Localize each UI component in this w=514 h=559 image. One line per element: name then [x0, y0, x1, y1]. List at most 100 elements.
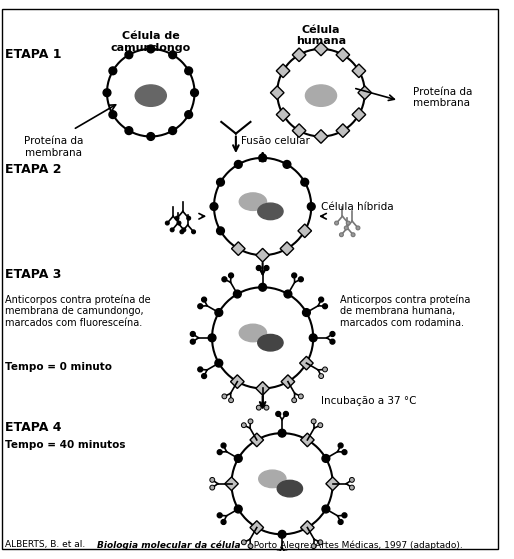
- Circle shape: [242, 540, 246, 544]
- Circle shape: [147, 132, 155, 140]
- Circle shape: [109, 67, 117, 75]
- Circle shape: [259, 283, 267, 291]
- Circle shape: [301, 178, 308, 186]
- Circle shape: [330, 331, 335, 337]
- Circle shape: [276, 411, 281, 416]
- Ellipse shape: [240, 324, 267, 342]
- Circle shape: [107, 49, 194, 136]
- Circle shape: [323, 304, 327, 309]
- Polygon shape: [301, 433, 314, 447]
- Circle shape: [187, 216, 191, 220]
- Polygon shape: [358, 86, 372, 100]
- Circle shape: [233, 290, 241, 298]
- Circle shape: [185, 67, 193, 75]
- Circle shape: [356, 226, 360, 230]
- Circle shape: [284, 290, 292, 298]
- Circle shape: [276, 551, 281, 556]
- Circle shape: [318, 540, 323, 544]
- Circle shape: [201, 297, 207, 302]
- Text: . Porto Alegre: Artes Médicas, 1997 (adaptado).: . Porto Alegre: Artes Médicas, 1997 (ada…: [248, 540, 463, 549]
- Circle shape: [221, 443, 226, 448]
- Circle shape: [175, 216, 179, 220]
- Polygon shape: [230, 375, 244, 389]
- Text: ETAPA 4: ETAPA 4: [5, 420, 61, 434]
- Ellipse shape: [277, 480, 303, 497]
- Circle shape: [177, 221, 181, 225]
- Circle shape: [318, 423, 323, 428]
- Polygon shape: [256, 382, 269, 395]
- Circle shape: [264, 266, 269, 271]
- Circle shape: [221, 519, 226, 524]
- Circle shape: [299, 277, 303, 282]
- Circle shape: [346, 221, 350, 225]
- Polygon shape: [250, 433, 264, 447]
- Circle shape: [311, 544, 316, 548]
- Text: Biologia molecular da célula: Biologia molecular da célula: [97, 540, 241, 549]
- Text: Anticorpos contra proteína de
membrana de camundongo,
marcados com fluoresceína.: Anticorpos contra proteína de membrana d…: [5, 294, 151, 328]
- Circle shape: [344, 226, 348, 230]
- Circle shape: [215, 359, 223, 367]
- Text: Célula de
camundongo: Célula de camundongo: [111, 31, 191, 53]
- Circle shape: [339, 233, 343, 236]
- Polygon shape: [256, 248, 269, 262]
- Ellipse shape: [240, 193, 267, 210]
- Circle shape: [303, 309, 310, 316]
- Polygon shape: [276, 64, 290, 78]
- Circle shape: [283, 160, 291, 168]
- Circle shape: [191, 89, 198, 97]
- Circle shape: [103, 89, 111, 97]
- Circle shape: [292, 398, 297, 402]
- Circle shape: [231, 433, 333, 534]
- Circle shape: [322, 505, 330, 513]
- Circle shape: [278, 429, 286, 437]
- Circle shape: [338, 443, 343, 448]
- Circle shape: [222, 394, 227, 399]
- Polygon shape: [300, 356, 313, 370]
- Circle shape: [125, 127, 133, 135]
- Circle shape: [350, 485, 354, 490]
- Text: Tempo = 40 minutos: Tempo = 40 minutos: [5, 440, 125, 450]
- Text: Proteína da
membrana: Proteína da membrana: [413, 87, 473, 108]
- Circle shape: [169, 127, 176, 135]
- Text: ETAPA 1: ETAPA 1: [5, 48, 61, 61]
- Circle shape: [323, 367, 327, 372]
- Polygon shape: [276, 108, 290, 121]
- Ellipse shape: [259, 470, 286, 487]
- Circle shape: [109, 111, 117, 119]
- Circle shape: [319, 373, 324, 378]
- Circle shape: [299, 394, 303, 399]
- Polygon shape: [281, 375, 295, 389]
- Circle shape: [248, 544, 253, 548]
- Circle shape: [190, 339, 195, 344]
- Circle shape: [234, 454, 242, 462]
- Text: ETAPA 2: ETAPA 2: [5, 163, 61, 176]
- Circle shape: [335, 221, 339, 225]
- Circle shape: [256, 405, 261, 410]
- Circle shape: [217, 450, 222, 454]
- Polygon shape: [231, 242, 245, 255]
- Polygon shape: [314, 42, 328, 56]
- Circle shape: [292, 273, 297, 278]
- Circle shape: [307, 202, 315, 210]
- Polygon shape: [326, 477, 339, 491]
- Circle shape: [198, 367, 203, 372]
- Text: Tempo = 0 minuto: Tempo = 0 minuto: [5, 362, 112, 372]
- Polygon shape: [270, 86, 284, 100]
- Polygon shape: [336, 124, 350, 138]
- Ellipse shape: [135, 85, 167, 106]
- Circle shape: [170, 228, 174, 232]
- Circle shape: [342, 513, 347, 518]
- Text: ETAPA 3: ETAPA 3: [5, 268, 61, 281]
- Text: Proteína da
membrana: Proteína da membrana: [24, 136, 83, 158]
- Circle shape: [242, 423, 246, 428]
- Polygon shape: [225, 477, 238, 491]
- Circle shape: [125, 51, 133, 59]
- Circle shape: [284, 551, 288, 556]
- Circle shape: [192, 230, 195, 234]
- Polygon shape: [250, 521, 264, 534]
- Circle shape: [256, 266, 261, 271]
- Polygon shape: [280, 242, 294, 255]
- Polygon shape: [314, 130, 328, 143]
- Ellipse shape: [258, 203, 283, 220]
- Circle shape: [264, 405, 269, 410]
